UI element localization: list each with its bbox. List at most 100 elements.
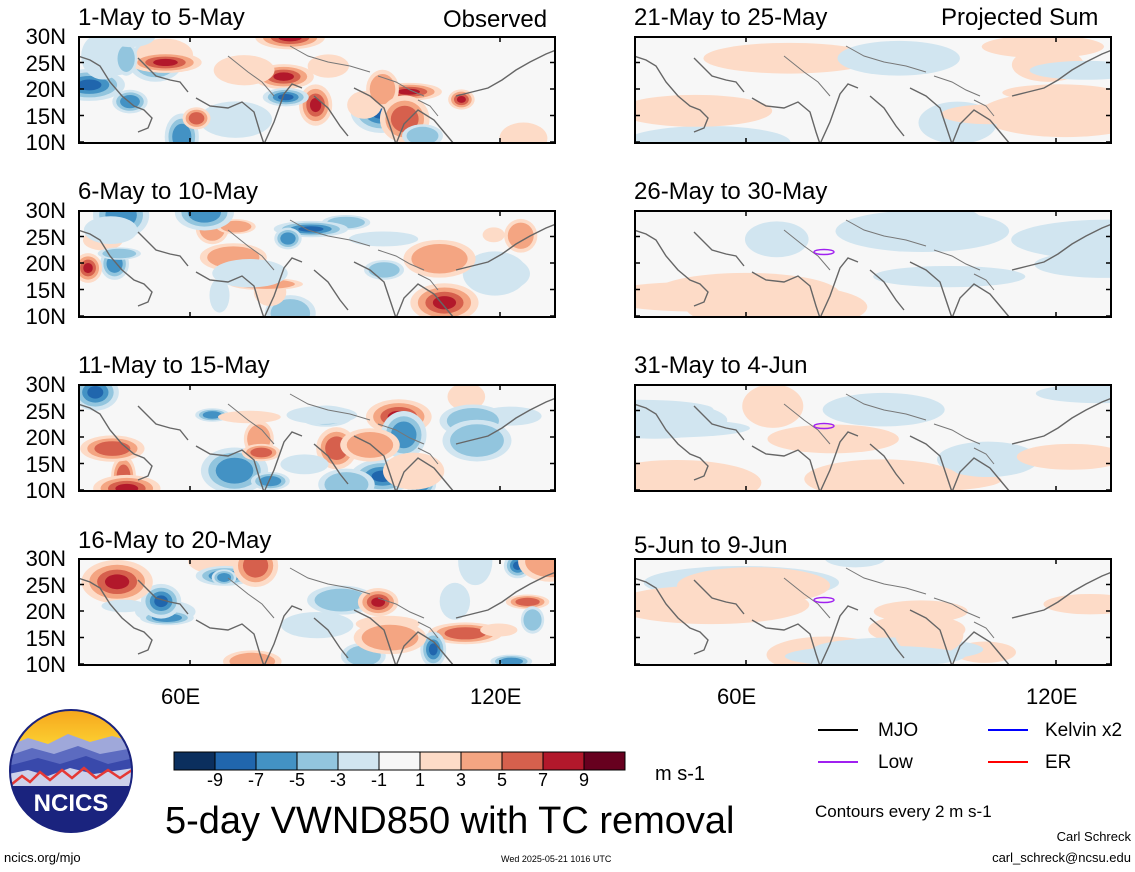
anomaly-shade [824,558,886,568]
colorbar-label: 1 [415,770,425,790]
lat-label: 15N [25,451,66,477]
coastline [693,405,745,441]
footer-url: ncics.org/mjo [4,850,81,865]
coastline [137,579,189,615]
panel-title-5: 21-May to 25-May [634,4,828,31]
anomaly-shade [447,384,486,411]
coastline [751,97,821,144]
anomaly-shade [634,126,791,144]
anomaly-shade [250,447,273,458]
map-panel-2 [78,210,556,318]
border [783,55,831,97]
anomaly-shade [390,105,419,133]
lon-label-60e-right: 60E [717,684,757,709]
coastline [869,95,905,137]
border [845,393,927,421]
anomaly-shade [940,104,1041,125]
anomaly-shade [280,232,296,245]
anomaly-shade [368,262,400,278]
coastline [1011,49,1112,97]
anomaly-shade [744,221,809,258]
anomaly-shade [83,216,138,245]
legend-label-er: ER [1045,752,1072,773]
footer-author: Carl Schreck [1056,829,1131,844]
border [933,423,981,445]
panel-title-2: 6-May to 10-May [78,178,259,205]
anomaly-shade [259,475,282,487]
anomaly-shade [873,600,968,623]
coastline [263,83,303,144]
anomaly-shade [280,612,354,639]
footer-timestamp: Wed 2025-05-21 1016 UTC [501,854,612,864]
lat-label: 15N [25,277,66,303]
anomaly-shade [361,624,419,651]
lat-label: 25N [25,572,66,598]
coastline [353,261,397,318]
map-panel-5 [634,36,1112,144]
anomaly-shade [767,424,899,454]
lat-label: 20N [25,599,66,624]
coastline [634,229,709,307]
panel-frame [634,384,1112,492]
anomaly-shade [784,645,965,666]
anomaly-shade [307,54,349,78]
anomaly-shade [309,98,322,113]
ncics-logo: NCICS [9,709,133,833]
low-contour [813,596,835,604]
coastline [195,271,265,318]
border [417,99,439,117]
lat-label: 30N [25,198,66,223]
coastline [869,617,905,659]
panel-frame [78,384,556,492]
border [417,621,439,639]
lat-label: 20N [25,425,66,450]
anomaly-shade [1043,593,1112,615]
colorbar-label: -5 [289,770,305,790]
border [377,75,425,97]
coastline [353,87,397,144]
coastline [313,269,349,311]
panel-title-7: 31-May to 4-Jun [634,352,808,379]
anomaly-shade [406,126,439,144]
panel-title-3: 11-May to 15-May [78,352,270,379]
anomaly-shade [482,227,505,243]
coastline [353,609,397,666]
anomaly-shade [286,406,358,425]
border [783,229,831,271]
coastline [634,55,709,133]
colorbar-label: 9 [579,770,589,790]
anomaly-shade [444,627,487,640]
main-title: 5-day VWND850 with TC removal [165,800,735,842]
coastline [751,619,821,666]
coastline [693,57,745,93]
border [289,393,371,421]
legend-label-kelvin: Kelvin x2 [1045,720,1123,741]
coastline [455,223,556,271]
coastline [869,443,905,485]
border [973,621,995,639]
coastline [263,257,303,318]
anomaly-shade [346,431,394,458]
map-panel-7 [634,384,1112,492]
anomaly-shade [525,558,556,578]
anomaly-shade [348,231,419,247]
anomaly-shade [397,88,420,95]
lat-label: 15N [25,625,66,651]
coastline [395,457,455,492]
border [973,273,995,291]
map-panel-1 [78,36,556,144]
coastline [195,619,265,666]
lon-label-120e-right: 120E [1026,684,1078,709]
anomaly-shade [117,45,135,72]
coastline [909,435,953,492]
anomaly-shade [277,93,294,101]
coastline [693,231,745,267]
colorbar-swatch [337,751,380,771]
lat-label: 25N [25,50,66,76]
border [933,249,981,271]
border [377,597,425,619]
border [933,75,981,97]
coastline [263,605,303,666]
colorbar: -9 -7 -5 -3 -1 1 3 5 7 9 [173,751,626,790]
anomaly-shade [804,459,961,492]
